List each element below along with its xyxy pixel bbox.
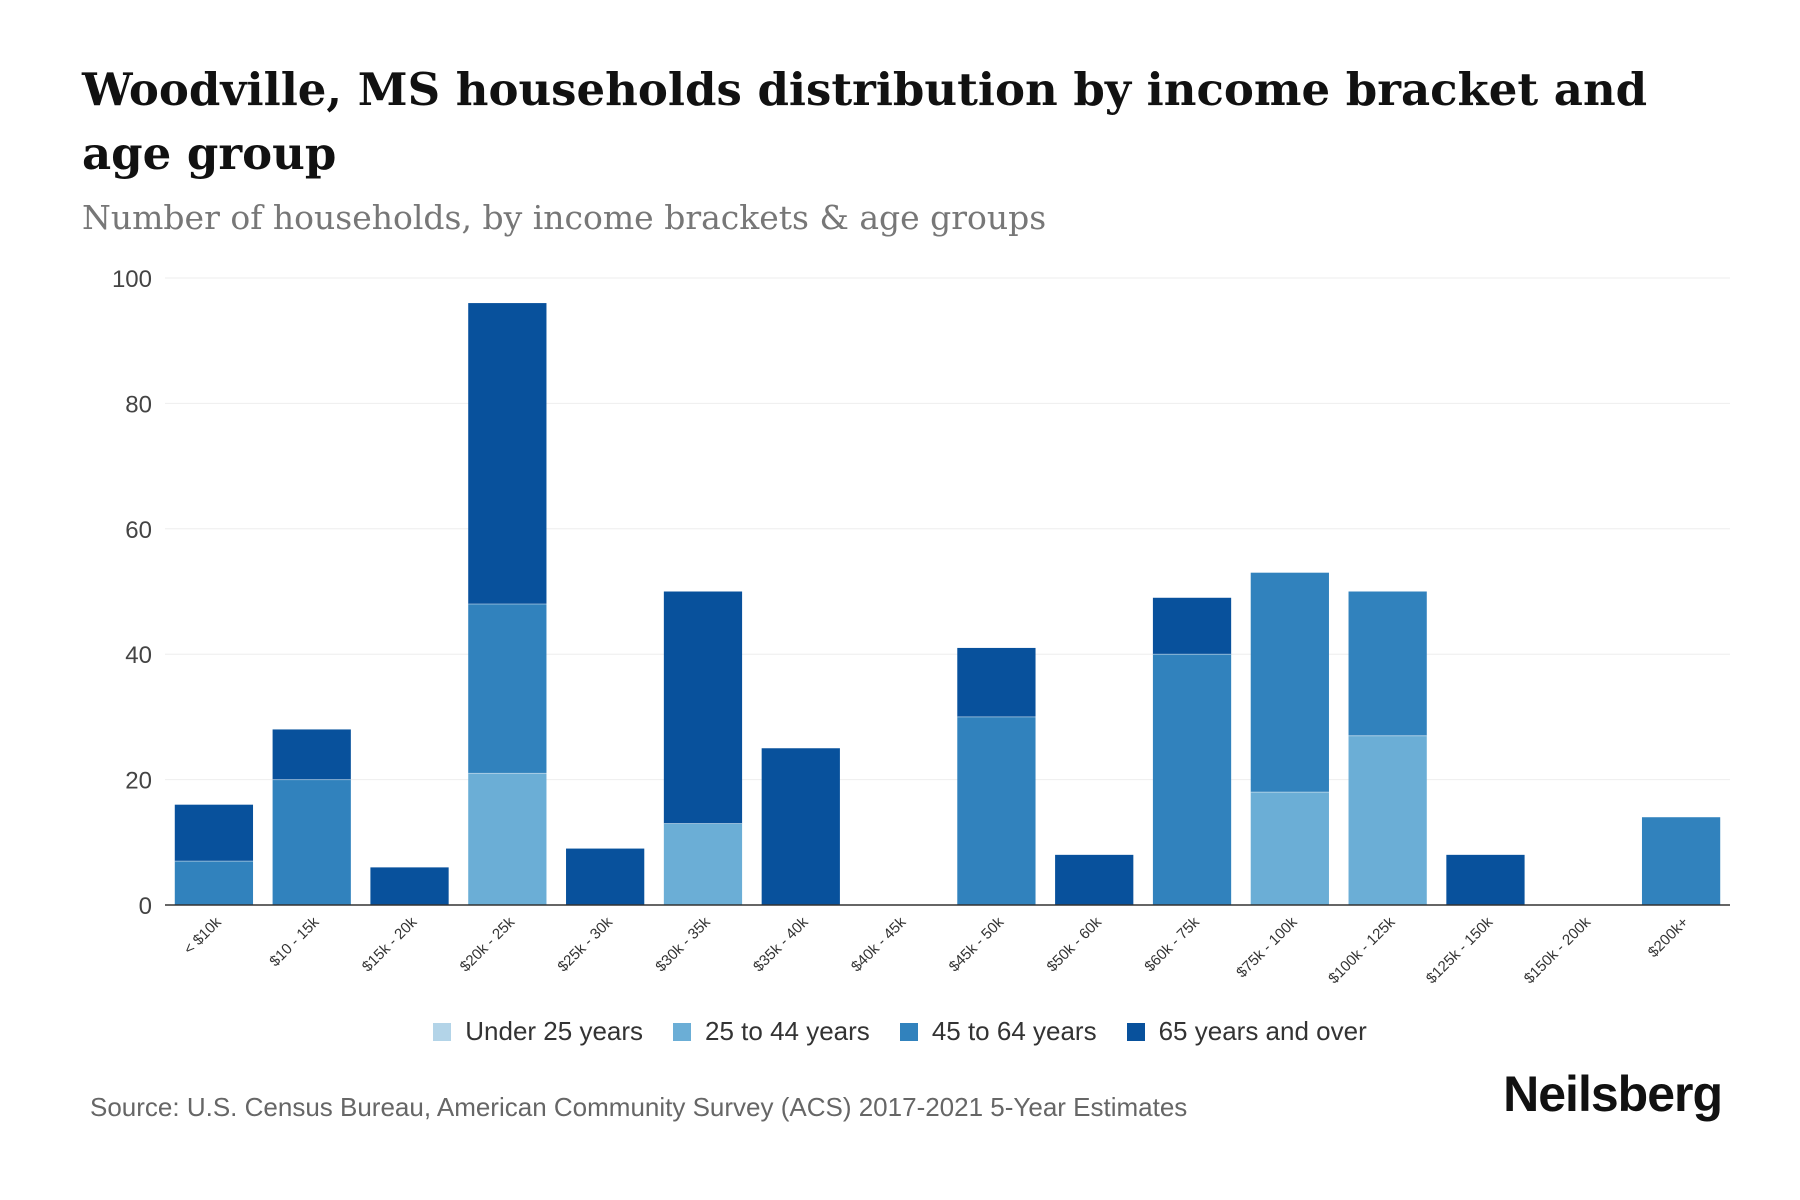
- x-tick-label: $150k - 200k: [1521, 913, 1595, 987]
- bars: [174, 303, 1721, 905]
- bar-segment: [957, 647, 1036, 717]
- legend-item-65-plus[interactable]: 65 years and over: [1126, 1016, 1367, 1047]
- bar-segment: [468, 773, 547, 905]
- bar-segment: [272, 779, 351, 905]
- brand-logo: Neilsberg: [1503, 1066, 1723, 1122]
- y-tick-label: 20: [125, 768, 152, 795]
- x-tick-label: $15k - 20k: [359, 913, 421, 975]
- x-tick-label: $35k - 40k: [750, 913, 812, 975]
- x-tick-label: $45k - 50k: [946, 913, 1008, 975]
- bar-segment: [174, 804, 254, 862]
- x-axis-labels: < $10k $10 - 15k $15k - 20k $20k - 25k $25k …: [181, 913, 1693, 987]
- bar-segment: [761, 748, 840, 905]
- x-tick-label: $125k - 150k: [1423, 913, 1497, 987]
- x-tick-label: $40k - 45k: [848, 913, 910, 975]
- y-tick-label: 60: [125, 517, 152, 544]
- legend-label-65-plus: 65 years and over: [1158, 1016, 1367, 1046]
- x-tick-label: $100k - 125k: [1325, 913, 1399, 987]
- chart-subtitle: Number of households, by income brackets…: [82, 198, 1047, 237]
- legend: Under 25 years 25 to 44 years 45 to 64 y…: [0, 1016, 1800, 1047]
- legend-swatch-45-64: [899, 1022, 918, 1041]
- legend-swatch-65-plus: [1126, 1022, 1145, 1041]
- bar-segment: [272, 729, 351, 780]
- x-tick-label: $10 - 15k: [266, 913, 323, 970]
- legend-label-under-25: Under 25 years: [465, 1016, 644, 1046]
- x-tick-label: < $10k: [181, 913, 226, 958]
- y-tick-label: 100: [112, 266, 152, 293]
- bar-segment: [1152, 597, 1232, 655]
- bar-segment: [566, 848, 645, 905]
- x-tick-label: $20k - 25k: [457, 913, 519, 975]
- bar-segment: [1055, 854, 1134, 905]
- legend-item-45-64[interactable]: 45 to 64 years: [899, 1016, 1097, 1047]
- y-tick-label: 80: [125, 391, 152, 418]
- x-tick-label: $60k - 75k: [1141, 913, 1203, 975]
- bar-segment: [957, 716, 1036, 905]
- x-tick-label: $30k - 35k: [652, 913, 714, 975]
- source-note: Source: U.S. Census Bureau, American Com…: [90, 1092, 1188, 1122]
- bar-segment: [174, 861, 254, 905]
- bar-segment: [1348, 591, 1427, 736]
- y-tick-label: 0: [139, 893, 152, 920]
- x-tick-label: $50k - 60k: [1043, 913, 1105, 975]
- chart-title: Woodville, MS households distribution by…: [82, 63, 1648, 180]
- x-tick-label: $75k - 100k: [1233, 913, 1301, 981]
- bar-segment: [1250, 572, 1329, 793]
- bar-segment: [468, 303, 547, 605]
- legend-label-45-64: 45 to 64 years: [931, 1016, 1097, 1046]
- bar-segment: [1348, 735, 1427, 905]
- y-axis-ticks: 0 20 40 60 80 100: [112, 266, 152, 920]
- bar-segment: [1641, 817, 1721, 905]
- x-tick-label: $200k+: [1645, 914, 1692, 961]
- bar-segment: [1152, 654, 1232, 905]
- bar-segment: [468, 604, 547, 774]
- bar-segment: [370, 867, 449, 905]
- stacked-bar-chart: 0 20 40 60 80 100 < $10k $10 - 15k $15k - 20k $2…: [112, 266, 1730, 987]
- legend-item-25-44[interactable]: 25 to 44 years: [673, 1016, 870, 1047]
- x-tick-label: $25k - 30k: [554, 913, 616, 975]
- bar-segment: [663, 823, 743, 905]
- bar-segment: [1446, 854, 1525, 905]
- legend-item-under-25[interactable]: Under 25 years: [433, 1016, 643, 1047]
- legend-swatch-under-25: [433, 1022, 452, 1041]
- legend-label-25-44: 25 to 44 years: [705, 1016, 870, 1046]
- bar-segment: [663, 591, 743, 824]
- legend-swatch-25-44: [673, 1022, 692, 1041]
- y-tick-label: 40: [125, 642, 152, 669]
- bar-segment: [1250, 792, 1329, 905]
- gridlines: [165, 277, 1730, 781]
